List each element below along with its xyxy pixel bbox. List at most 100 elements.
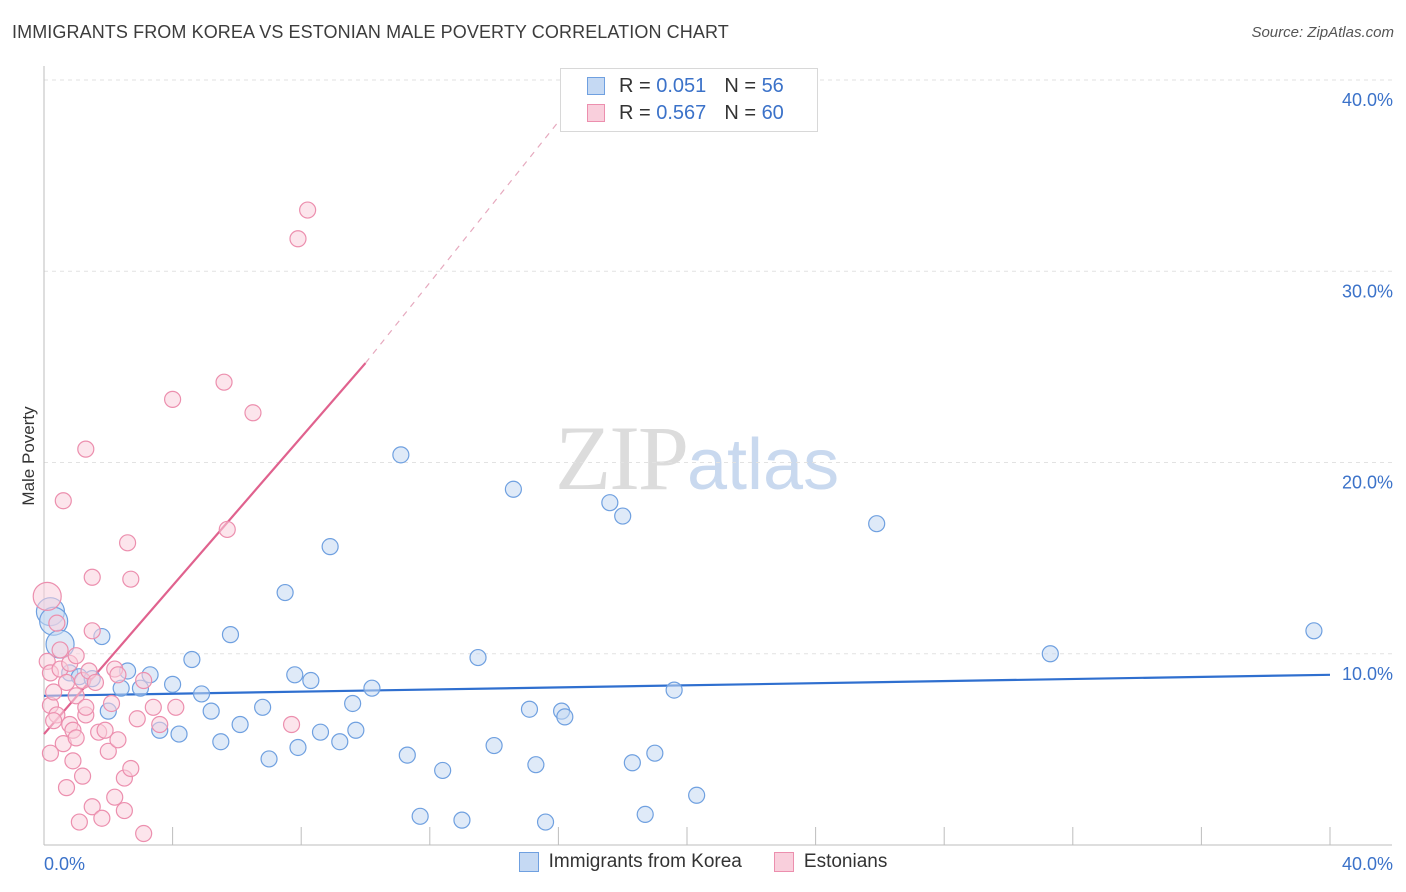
point-korea [434, 761, 452, 780]
point-korea [536, 813, 555, 831]
point-korea [411, 807, 429, 825]
point-estonians [244, 404, 262, 422]
point-korea [469, 648, 487, 667]
point-estonians [99, 742, 117, 760]
point-estonians [64, 752, 82, 770]
point-korea [527, 756, 545, 774]
y-tick-label: 40.0% [1342, 90, 1393, 110]
y-tick-label: 30.0% [1342, 281, 1393, 301]
point-estonians [41, 744, 60, 762]
point-korea [504, 480, 522, 498]
point-korea [170, 725, 188, 743]
series-legend: Immigrants from Korea Estonians [0, 851, 1406, 873]
point-estonians [218, 520, 236, 539]
point-estonians [45, 712, 63, 730]
point-korea [868, 515, 886, 533]
point-estonians [164, 390, 182, 408]
legend-swatch-estonians [773, 852, 794, 872]
legend-item-estonians[interactable]: Estonians [773, 851, 887, 873]
point-korea [221, 626, 240, 644]
point-estonians [289, 230, 307, 248]
point-korea [614, 507, 632, 525]
point-korea [212, 733, 230, 751]
point-estonians [299, 201, 317, 219]
chart-source: Source: ZipAtlas.com [1251, 24, 1394, 41]
point-estonians [67, 647, 85, 665]
gridlines [44, 79, 1392, 655]
point-estonians [32, 581, 62, 611]
point-korea [183, 650, 201, 669]
n-value: 56 [761, 74, 784, 97]
point-korea [331, 733, 349, 751]
y-axis-label: Male Poverty [19, 406, 38, 506]
point-korea [231, 715, 249, 734]
point-korea [363, 679, 381, 697]
point-estonians [70, 813, 88, 831]
x-tick-label: 0.0% [44, 854, 85, 874]
point-estonians [115, 801, 133, 820]
point-estonians [96, 721, 114, 739]
r-label: R = [619, 74, 651, 97]
point-estonians [51, 641, 69, 659]
point-estonians [57, 779, 76, 797]
point-estonians [83, 622, 101, 640]
stats-legend: R = 0.051 N = 56 R = 0.567 N = 60 [560, 68, 818, 132]
point-estonians [109, 731, 127, 749]
point-estonians [83, 568, 101, 586]
watermark-atlas: atlas [687, 425, 840, 505]
point-estonians [67, 729, 85, 747]
point-estonians [282, 715, 301, 734]
point-estonians [83, 798, 101, 816]
point-estonians [151, 715, 169, 734]
point-estonians [215, 373, 233, 391]
point-korea [344, 694, 362, 713]
legend-swatch-korea [587, 77, 605, 95]
point-korea [347, 721, 365, 739]
point-estonians [135, 671, 153, 690]
point-korea [1305, 622, 1323, 640]
point-korea [202, 702, 220, 720]
axes [43, 66, 1392, 846]
chart-title: IMMIGRANTS FROM KOREA VS ESTONIAN MALE P… [12, 22, 729, 42]
trend-extension-estonians [365, 89, 585, 364]
point-korea [1041, 645, 1059, 663]
legend-swatch-korea [518, 852, 539, 872]
stats-legend-row-korea: R = 0.051 N = 56 [587, 73, 784, 99]
point-korea [556, 708, 574, 726]
point-estonians [122, 570, 140, 588]
point-estonians [135, 824, 153, 843]
point-estonians [144, 698, 162, 716]
data-points [32, 201, 1323, 843]
point-korea [636, 805, 654, 824]
tick-labels: 10.0% 20.0% 30.0% 40.0% 0.0% 40.0% Male Povert… [19, 90, 1393, 874]
n-label: N = [724, 74, 756, 97]
legend-label-korea: Immigrants from Korea [548, 851, 742, 872]
point-korea [164, 675, 182, 693]
point-korea [453, 811, 471, 829]
point-estonians [54, 492, 72, 510]
stats-legend-row-estonians: R = 0.567 N = 60 [587, 100, 784, 126]
r-value: 0.051 [656, 74, 707, 97]
trend-line-korea [43, 673, 1331, 697]
point-estonians [73, 767, 92, 785]
point-estonians [128, 710, 146, 728]
legend-item-korea[interactable]: Immigrants from Korea [518, 851, 742, 873]
point-estonians [102, 694, 121, 713]
point-korea [623, 754, 641, 772]
point-korea [485, 736, 503, 755]
point-estonians [67, 687, 85, 705]
point-estonians [86, 673, 105, 692]
point-korea [601, 494, 619, 512]
point-estonians [167, 698, 185, 716]
x-tick-label: 40.0% [1342, 854, 1393, 874]
n-label: N = [724, 101, 756, 124]
r-value: 0.567 [656, 101, 707, 124]
point-korea [665, 681, 683, 699]
point-estonians [77, 440, 95, 458]
point-estonians [122, 759, 140, 778]
point-estonians [48, 614, 66, 632]
point-korea [302, 671, 320, 690]
point-korea [192, 685, 211, 703]
point-estonians [93, 809, 111, 827]
